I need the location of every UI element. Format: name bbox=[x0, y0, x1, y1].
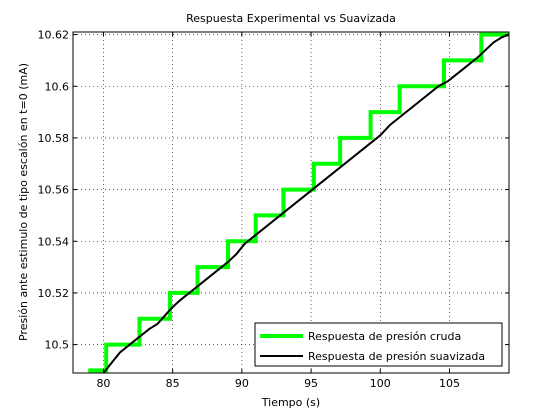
legend-box bbox=[254, 322, 503, 367]
x-tick-label: 85 bbox=[166, 377, 180, 390]
y-tick-label: 10.62 bbox=[38, 29, 70, 42]
x-tick-label: 90 bbox=[235, 377, 249, 390]
legend-label-smooth: Respuesta de presión suavizada bbox=[308, 350, 485, 363]
x-axis-label: Tiempo (s) bbox=[261, 396, 320, 409]
series-layer bbox=[88, 32, 509, 373]
x-tick-label: 100 bbox=[370, 377, 391, 390]
y-tick-label: 10.5 bbox=[45, 339, 70, 352]
legend-label-raw: Respuesta de presión cruda bbox=[308, 330, 461, 343]
y-tick-label: 10.58 bbox=[38, 132, 70, 145]
series-line-smooth bbox=[102, 33, 509, 373]
axis-ticks: 80 85 90 95 100 105 10.5 10.52 10.54 10.56 10.58 10… bbox=[38, 29, 509, 390]
x-tick-label: 105 bbox=[439, 377, 460, 390]
grid bbox=[73, 32, 509, 373]
y-tick-label: 10.52 bbox=[38, 287, 70, 300]
y-axis-label: Presión ante estimulo de tipo escalón en… bbox=[17, 63, 30, 341]
x-tick-label: 80 bbox=[96, 377, 110, 390]
x-tick-label: 95 bbox=[304, 377, 318, 390]
y-tick-label: 10.6 bbox=[45, 80, 70, 93]
y-tick-label: 10.54 bbox=[38, 235, 70, 248]
y-tick-label: 10.56 bbox=[38, 184, 70, 197]
plot-border bbox=[72, 31, 510, 374]
series-line-raw bbox=[88, 32, 509, 373]
chart-title: Respuesta Experimental vs Suavizada bbox=[186, 12, 396, 25]
legend: Respuesta de presión cruda Respuesta de … bbox=[254, 322, 503, 367]
